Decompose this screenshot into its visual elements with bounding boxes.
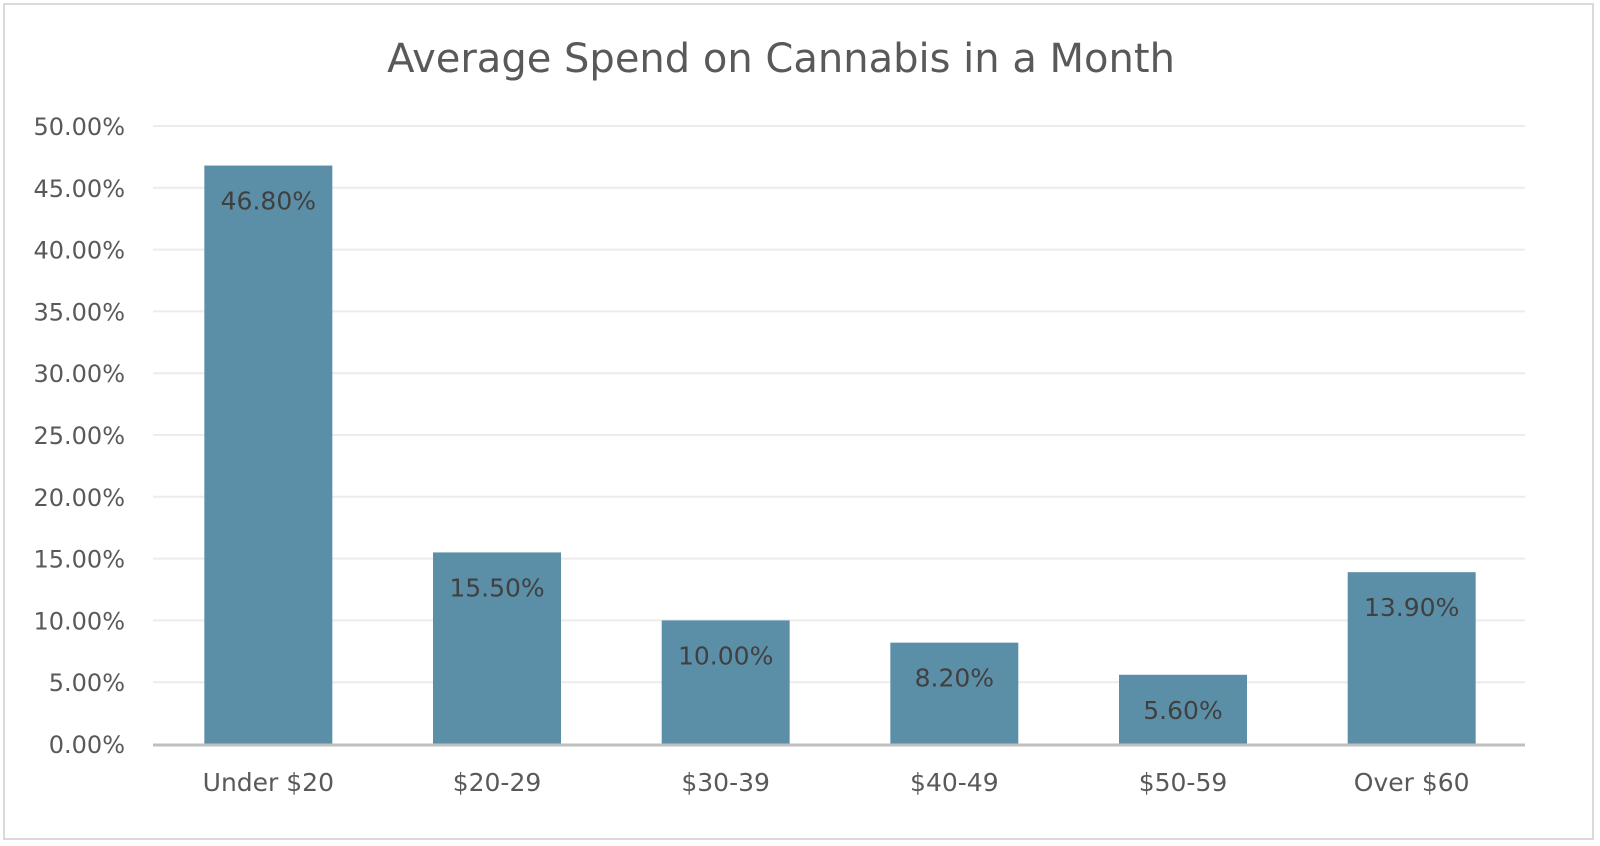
gridlines	[153, 125, 1525, 684]
data-label: 13.90%	[1364, 593, 1459, 622]
bar	[1119, 674, 1247, 744]
x-tick-label: Over $60	[1354, 768, 1470, 797]
y-tick-label: 50.00%	[33, 113, 125, 141]
bar	[661, 620, 790, 744]
y-tick-label: 45.00%	[33, 175, 125, 203]
y-tick-label: 25.00%	[33, 422, 125, 450]
y-tick-label: 30.00%	[33, 360, 125, 388]
data-label: 15.50%	[449, 573, 544, 602]
data-label: 46.80%	[221, 187, 316, 216]
x-tick-label: Under $20	[203, 768, 334, 797]
x-axis-ticks: Under $20 $20-29 $30-39 $40-49 $50-59 Over $6…	[203, 768, 1470, 797]
y-tick-label: 40.00%	[33, 237, 125, 265]
x-tick-label: $20-29	[453, 768, 542, 797]
data-label: 10.00%	[678, 641, 773, 670]
y-tick-label: 0.00%	[49, 731, 125, 759]
y-tick-label: 10.00%	[33, 607, 125, 635]
data-label: 5.60%	[1143, 696, 1222, 725]
data-label: 8.20%	[915, 664, 994, 693]
bar	[890, 642, 1019, 744]
x-tick-label: $40-49	[910, 768, 999, 797]
bars	[204, 165, 1476, 744]
bar	[1347, 572, 1476, 744]
bar	[433, 552, 561, 744]
x-tick-label: $30-39	[681, 768, 770, 797]
x-tick-label: $50-59	[1139, 768, 1228, 797]
data-labels: 46.80% 15.50% 10.00% 8.20% 5.60% 13.90%	[221, 187, 1460, 725]
chart-title: Average Spend on Cannabis in a Month	[387, 36, 1175, 82]
y-tick-label: 5.00%	[49, 669, 125, 697]
y-tick-label: 35.00%	[33, 298, 125, 326]
bar	[204, 165, 333, 744]
y-axis-ticks: 0.00% 5.00% 10.00% 15.00% 20.00% 25.00% 30.00%…	[33, 113, 125, 759]
y-tick-label: 20.00%	[33, 484, 125, 512]
y-tick-label: 15.00%	[33, 546, 125, 574]
